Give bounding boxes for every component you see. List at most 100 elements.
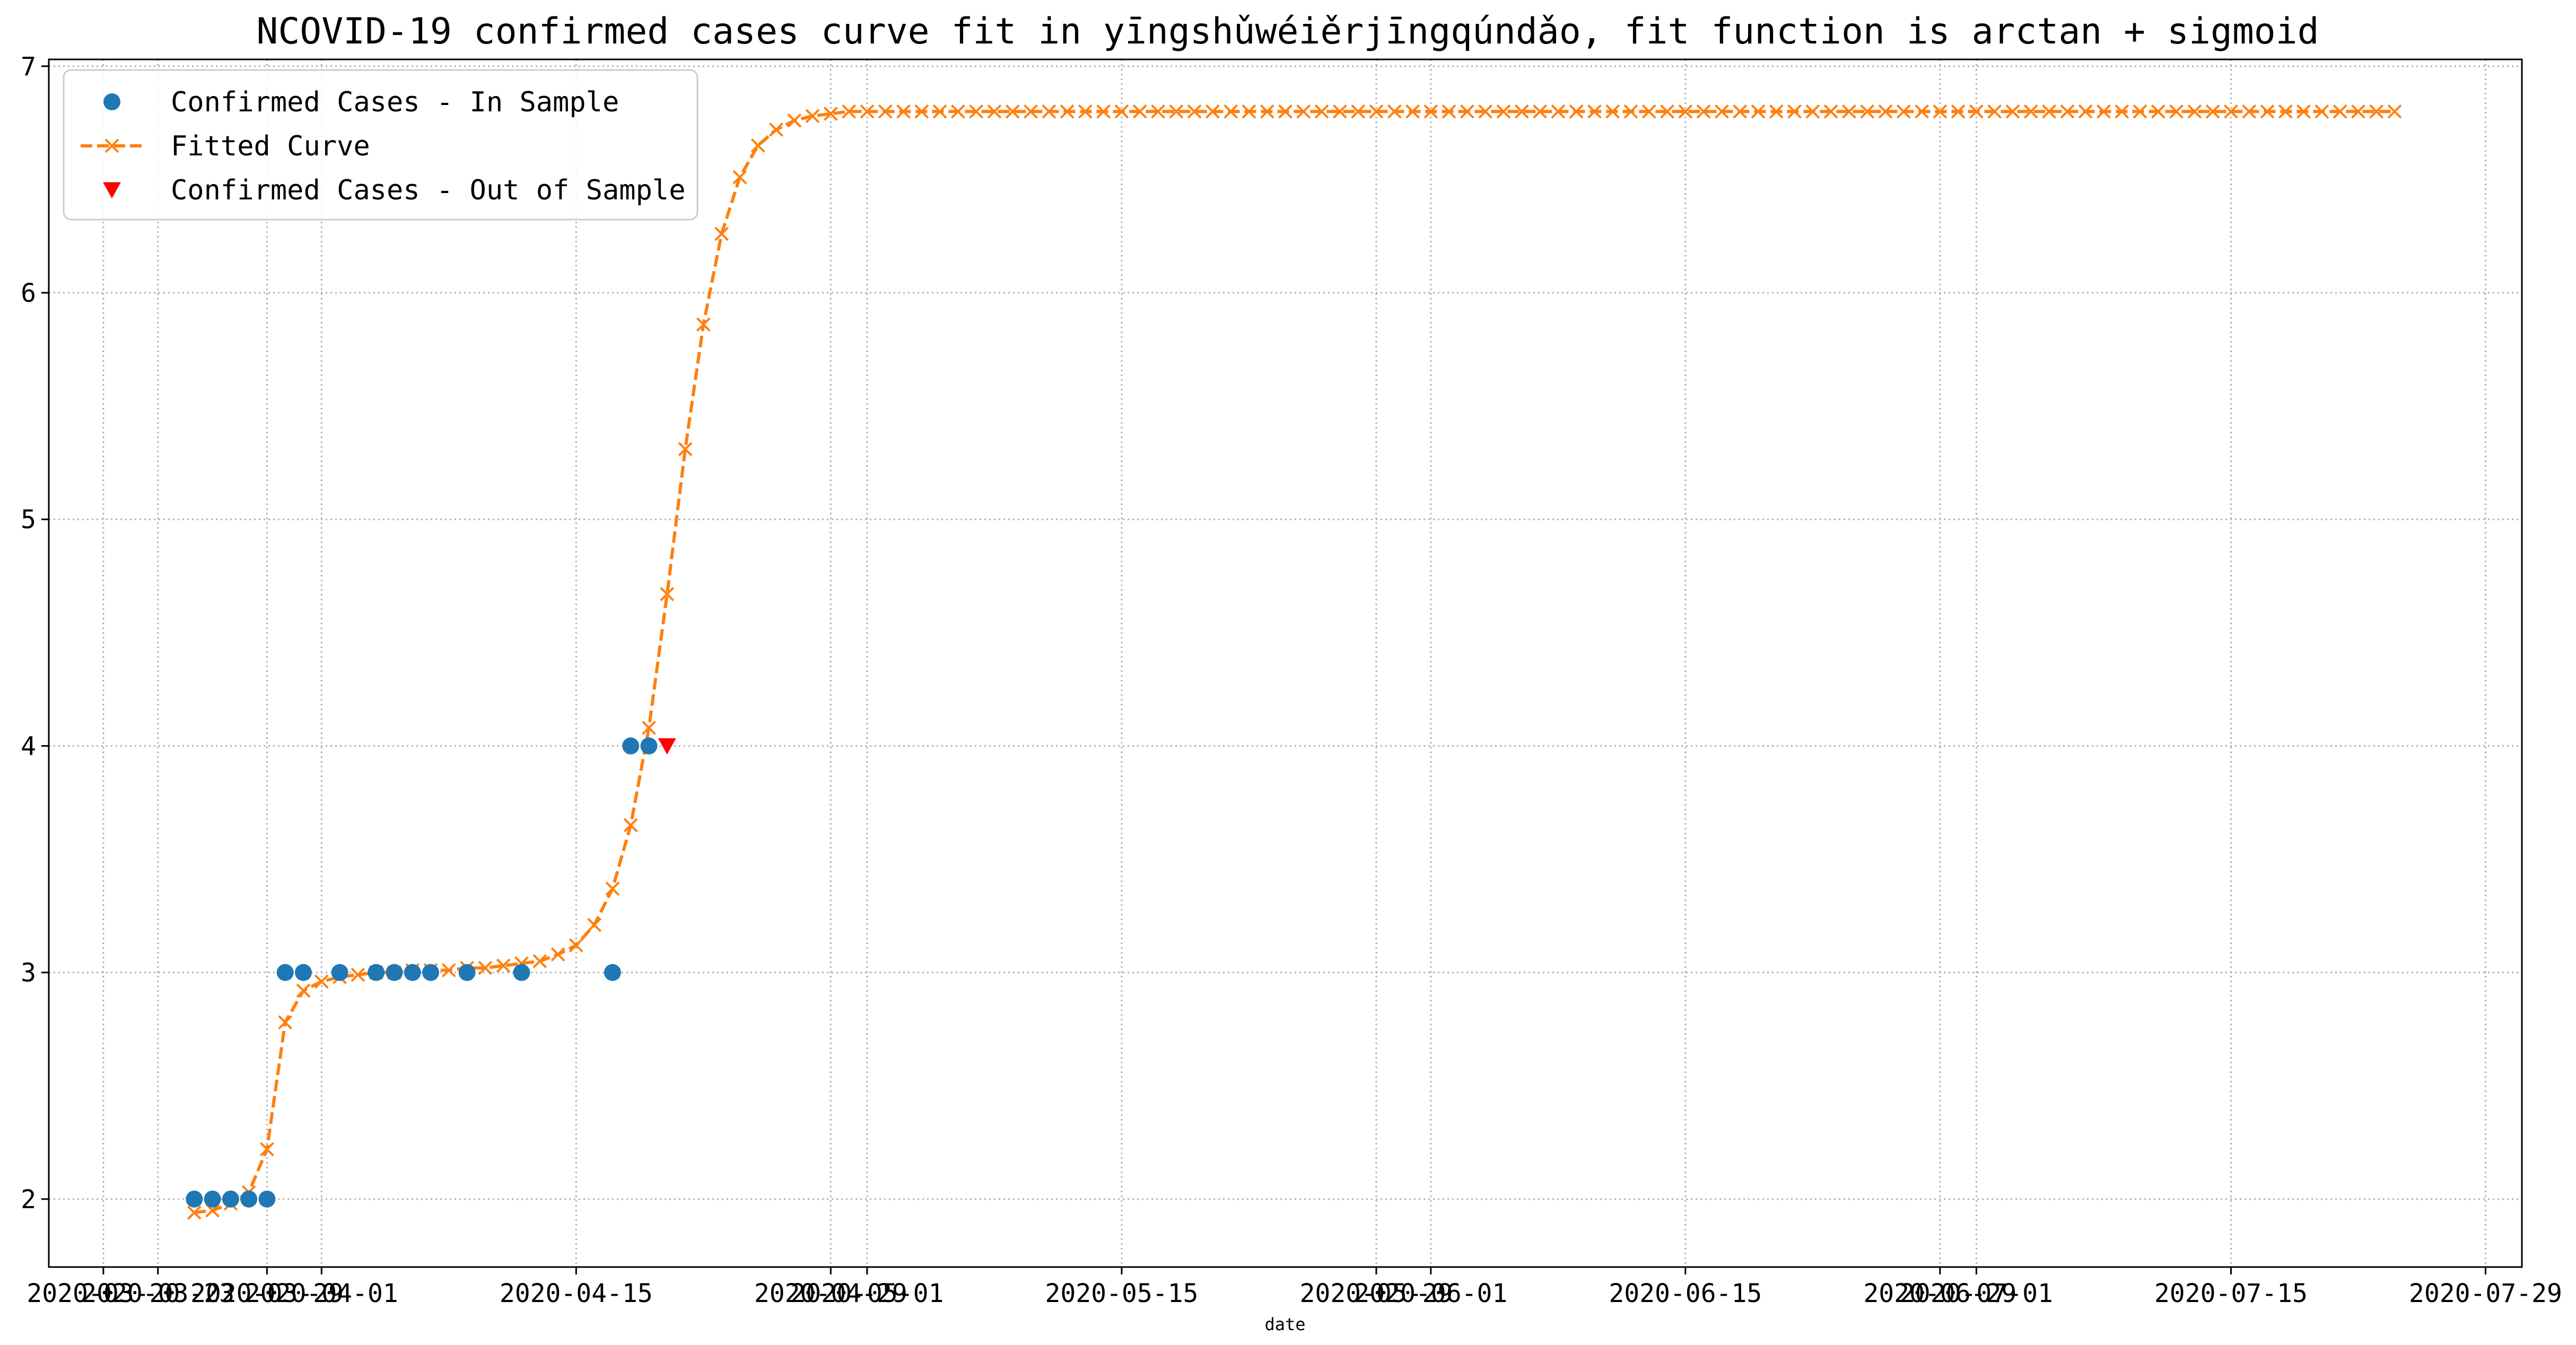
fitted-curve-marker: [1860, 104, 1875, 119]
fitted-curve-marker: [750, 138, 765, 153]
fitted-curve-marker: [441, 963, 456, 977]
y-tick-label: 3: [21, 958, 36, 988]
y-tick-label: 5: [21, 505, 36, 535]
fitted-curve-marker: [2133, 104, 2147, 119]
fitted-curve-marker: [860, 104, 875, 119]
in-sample-points: [186, 737, 658, 1208]
fitted-curve-marker: [1587, 104, 1602, 119]
fitted-curve-marker: [1678, 104, 1693, 119]
fitted-curve-marker: [351, 967, 365, 982]
fitted-curve-marker: [842, 104, 857, 119]
fitted-curve-marker: [1460, 104, 1474, 119]
out-of-sample-points: [658, 738, 676, 755]
fitted-curve-marker: [1551, 104, 1566, 119]
fitted-curve-marker: [1841, 104, 1856, 119]
fitted-curve-marker: [1769, 104, 1784, 119]
fitted-curve-marker: [1424, 104, 1438, 119]
in-sample-point: [386, 964, 403, 981]
fitted-curve-marker: [1205, 104, 1220, 119]
fitted-curve-marker: [278, 1015, 293, 1030]
fitted-curve-marker: [2242, 104, 2257, 119]
fitted-curve-marker: [1660, 104, 1674, 119]
fitted-curve-marker: [1005, 104, 1020, 119]
fitted-curve-marker: [2115, 104, 2129, 119]
fitted-curve-marker: [532, 954, 547, 968]
x-tick-label: 2020-07-15: [2154, 1279, 2308, 1308]
fitted-curve-marker: [1496, 104, 1511, 119]
fitted-curve-marker: [2096, 104, 2111, 119]
x-tick-label: 2020-04-29: [754, 1279, 907, 1308]
fitted-curve-marker: [1605, 104, 1620, 119]
fitted-curve-marker: [1623, 104, 1638, 119]
legend-marker-out-of-sample: [103, 182, 121, 199]
fitted-curve-marker: [1569, 104, 1584, 119]
fitted-curve-marker: [1042, 104, 1056, 119]
fitted-curve-marker: [642, 720, 656, 735]
fitted-curve-marker: [2351, 104, 2365, 119]
in-sample-point: [368, 964, 385, 981]
x-tick-label: 2020-04-01: [245, 1279, 398, 1308]
fitted-curve-marker: [1314, 104, 1329, 119]
fitted-curve-marker: [1078, 104, 1093, 119]
fitted-curve-marker: [187, 1206, 202, 1220]
fitted-curve-marker: [1823, 104, 1838, 119]
y-axis: 2 3 4 5 6 7: [21, 52, 49, 1215]
fitted-curve-marker: [2205, 104, 2220, 119]
fitted-curve-marker: [787, 113, 802, 128]
fitted-curve-marker: [296, 983, 311, 998]
fitted-curve-marker: [2260, 104, 2275, 119]
fitted-curve-marker: [1151, 104, 1165, 119]
fitted-curve-marker: [2151, 104, 2165, 119]
fitted-curve-marker: [1478, 104, 1493, 119]
fitted-curve-marker: [660, 587, 675, 601]
in-sample-point: [622, 737, 640, 755]
fitted-curve-marker: [2169, 104, 2184, 119]
fitted-curve-marker: [1805, 104, 1820, 119]
fitted-curve-path: [194, 110, 2395, 1215]
x-axis-label: date: [1264, 1314, 1305, 1334]
fitted-curve-marker: [1915, 104, 1929, 119]
fitted-curve-marker: [1969, 104, 1984, 119]
fitted-curve-marker: [551, 947, 565, 962]
fitted-curve-marker: [932, 104, 947, 119]
in-sample-point: [204, 1190, 221, 1208]
x-tick-label: 2020-06-29: [1863, 1279, 2016, 1308]
fitted-curve-marker: [732, 170, 747, 185]
fitted-curve-marker: [1060, 104, 1075, 119]
fitted-curve-marker: [1442, 104, 1456, 119]
fitted-curve-marker: [260, 1142, 274, 1157]
fitted-curve-marker: [1533, 104, 1547, 119]
fitted-curve-marker: [950, 104, 965, 119]
fitted-curve-marker: [2223, 104, 2238, 119]
x-tick-label: 2020-06-01: [1354, 1279, 1507, 1308]
y-tick-label: 7: [21, 52, 36, 82]
fitted-curve-marker: [1987, 104, 2002, 119]
fitted-curve-marker: [896, 104, 911, 119]
in-sample-point: [276, 964, 294, 981]
fitted-curve-marker: [1132, 104, 1147, 119]
fitted-curve-marker: [1933, 104, 1948, 119]
fitted-curve-marker: [1296, 104, 1311, 119]
plot-frame: [48, 58, 2523, 1268]
fitted-curve-marker: [1878, 104, 1893, 119]
fitted-curve-marker: [1369, 104, 1384, 119]
fitted-curve-marker: [569, 938, 583, 953]
fitted-curve-marker: [878, 104, 893, 119]
x-tick-label: 2020-07-01: [1900, 1279, 2053, 1308]
fitted-curve-marker: [314, 974, 329, 989]
fitted-curve-marker: [478, 960, 493, 975]
fitted-curve-marker: [1187, 104, 1202, 119]
fitted-curve-marker: [2078, 104, 2093, 119]
fitted-curve-marker: [769, 123, 783, 137]
fitted-curve-marker: [1751, 104, 1766, 119]
out-of-sample-point: [658, 738, 676, 755]
fitted-curve-marker: [1024, 104, 1038, 119]
fitted-curve-marker: [823, 107, 838, 121]
x-tick-label: 2020-03-20: [27, 1279, 180, 1308]
in-sample-point: [240, 1190, 258, 1208]
x-axis: 2020-03-202020-03-232020-03-292020-04-01…: [27, 1267, 2562, 1308]
legend-marker-in-sample: [103, 93, 120, 110]
fitted-curve-marker: [1787, 104, 1802, 119]
